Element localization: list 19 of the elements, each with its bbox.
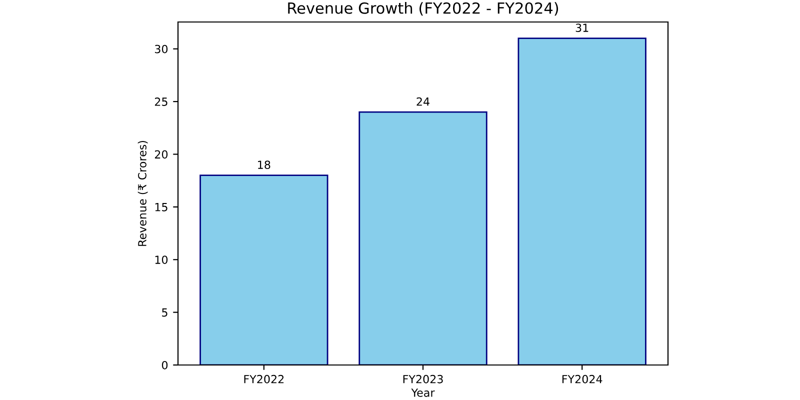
bar	[200, 174, 328, 365]
x-tick-label: FY2023	[403, 374, 443, 384]
x-axis-title: Year	[411, 388, 435, 397]
y-tick-label: 15	[155, 203, 168, 212]
x-tick-label: FY2024	[562, 374, 602, 384]
y-axis-title: Revenue (₹ Crores)	[138, 140, 148, 246]
y-tick-label: 10	[155, 256, 168, 264]
y-tick-label: 30	[154, 44, 168, 54]
bar	[358, 111, 488, 365]
x-tick-label: FY2022	[244, 374, 284, 384]
y-tick-label: 0	[162, 360, 168, 370]
bar	[518, 38, 646, 365]
data-label: 18	[258, 160, 270, 170]
data-label: 24	[416, 97, 430, 106]
y-tick-label: 20	[154, 150, 168, 159]
y-tick-label: 25	[154, 98, 168, 106]
data-label: 31	[576, 24, 588, 32]
chart-title: Revenue Growth (FY2022 - FY2024)	[288, 2, 558, 16]
y-tick-label: 5	[162, 308, 168, 317]
